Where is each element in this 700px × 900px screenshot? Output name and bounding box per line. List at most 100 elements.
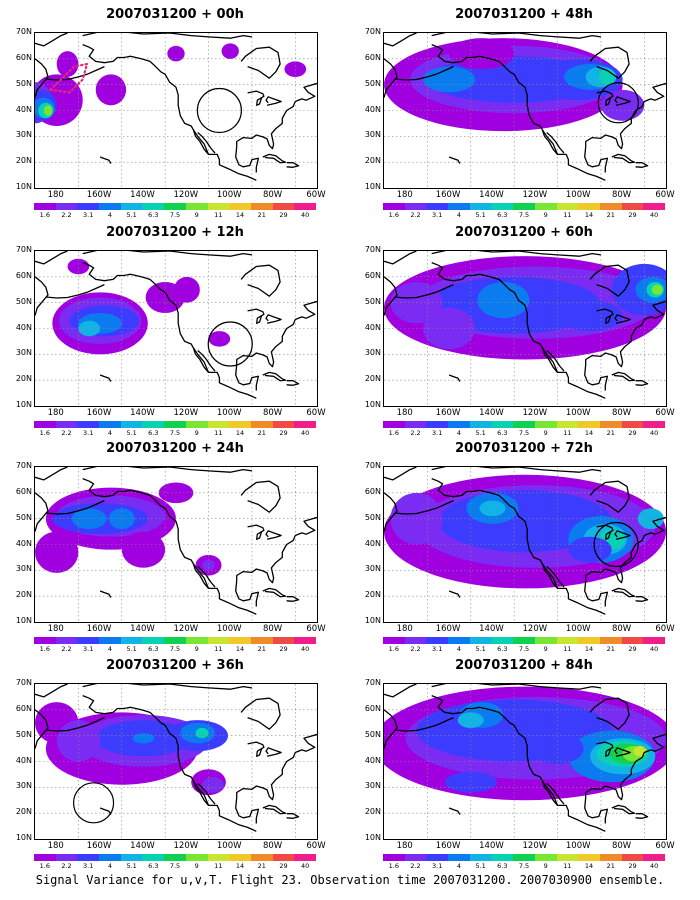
colorbar-label: 11 — [214, 862, 223, 870]
colorbar-label: 40 — [650, 645, 659, 653]
variance-contour-region — [56, 51, 79, 77]
latitude-tick-label: 70N — [364, 27, 381, 36]
longitude-tick-label: 180 — [47, 841, 64, 851]
longitude-tick-label: 80W — [262, 408, 283, 418]
longitude-tick-label: 80W — [611, 624, 632, 634]
colorbar-label: 9 — [543, 429, 548, 437]
grid-lines — [35, 33, 317, 188]
colorbar-label: 11 — [214, 429, 223, 437]
longitude-tick-label: 100W — [565, 190, 591, 200]
colorbar-swatch — [621, 854, 644, 861]
colorbar — [34, 203, 316, 210]
colorbar-label: 29 — [279, 645, 288, 653]
colorbar-swatch — [272, 203, 295, 210]
colorbar-label: 7.5 — [169, 862, 181, 870]
colorbar-label: 9 — [194, 862, 199, 870]
latitude-tick-label: 20N — [15, 807, 32, 817]
colorbar-swatch — [99, 421, 121, 428]
coastlines — [35, 467, 317, 615]
longitude-tick-label: 180 — [396, 190, 413, 200]
colorbar-swatch — [294, 854, 316, 861]
colorbar-swatch — [250, 203, 273, 210]
variance-contour-region — [651, 284, 663, 295]
colorbar-labels: 1.6 2.2 3.1 4 5.1 6.3 7.5 9 11 14 21 29 40 — [383, 862, 665, 871]
colorbar-label: 11 — [214, 645, 223, 653]
grid-lines — [35, 684, 317, 839]
colorbar-labels: 1.6 2.2 3.1 4 5.1 6.3 7.5 9 11 14 21 29 40 — [383, 645, 665, 654]
colorbar-swatch — [164, 421, 186, 428]
colorbar-swatch — [99, 203, 121, 210]
colorbar — [34, 421, 316, 428]
colorbar-swatch — [383, 421, 405, 428]
grid-lines — [35, 251, 317, 406]
longitude-tick-label: 140W — [130, 408, 155, 418]
colorbar-label: 4 — [107, 429, 112, 437]
variance-contour-region — [108, 508, 135, 529]
colorbar-label: 11 — [563, 429, 572, 437]
longitude-tick-label: 180 — [396, 624, 413, 634]
map-panel — [383, 32, 667, 189]
panel-title: 2007031200 + 36h — [106, 658, 244, 673]
colorbar-label: 9 — [543, 862, 548, 870]
colorbar-label: 1.6 — [388, 862, 400, 870]
flight-track — [47, 62, 89, 94]
latitude-tick-label: 60N — [364, 52, 381, 62]
observation-region-circle — [597, 82, 639, 124]
colorbar-label: 7.5 — [518, 862, 530, 870]
colorbar-label: 2.2 — [410, 211, 421, 219]
coastlines — [384, 684, 666, 832]
latitude-tick-label: 30N — [364, 348, 381, 358]
observation-region-circle — [593, 521, 639, 568]
colorbar-swatch — [164, 203, 186, 210]
colorbar-label: 11 — [214, 211, 223, 219]
variance-contour-region — [167, 45, 185, 62]
colorbar-label: 1.6 — [39, 211, 51, 219]
colorbar — [34, 637, 316, 644]
colorbar-label: 5.1 — [475, 429, 486, 437]
variance-contour-region — [208, 331, 231, 347]
longitude-tick-label: 120W — [522, 624, 548, 634]
colorbar-label: 29 — [628, 211, 637, 219]
colorbar-label: 4 — [107, 211, 112, 219]
colorbar-label: 7.5 — [518, 429, 530, 437]
latitude-tick-label: 70N — [15, 27, 32, 36]
colorbar-swatch — [556, 421, 579, 428]
colorbar-label: 2.2 — [61, 429, 72, 437]
colorbar-label: 4 — [456, 645, 461, 653]
longitude-tick-label: 180 — [396, 841, 413, 851]
colorbar-label: 40 — [650, 211, 659, 219]
colorbar-label: 40 — [650, 862, 659, 870]
colorbar-swatch — [229, 421, 251, 428]
latitude-tick-label: 20N — [364, 156, 381, 166]
variance-map — [35, 33, 317, 188]
colorbar-swatch — [77, 203, 100, 210]
colorbar-label: 9 — [543, 211, 548, 219]
colorbar-label: 5.1 — [126, 429, 137, 437]
colorbar-swatch — [142, 203, 165, 210]
colorbar-swatch — [643, 421, 665, 428]
longitude-tick-label: 180 — [47, 190, 64, 200]
latitude-tick-label: 50N — [364, 296, 381, 306]
colorbar-label: 40 — [301, 211, 310, 219]
latitude-tick-label: 40N — [15, 322, 32, 332]
longitude-tick-label: 60W — [306, 624, 326, 634]
longitude-tick-label: 100W — [565, 624, 591, 634]
colorbar-label: 2.2 — [410, 862, 421, 870]
colorbar-label: 21 — [606, 862, 615, 870]
latitude-tick-label: 50N — [15, 296, 32, 306]
colorbar-swatch — [621, 203, 644, 210]
map-panel — [34, 466, 318, 623]
colorbar-swatch — [229, 637, 251, 644]
colorbar-swatch — [513, 203, 535, 210]
variance-contour-region — [444, 771, 497, 793]
colorbar-swatch — [448, 203, 470, 210]
colorbar-label: 14 — [584, 429, 594, 437]
colorbar-swatch — [599, 637, 622, 644]
map-panel — [34, 32, 318, 189]
latitude-tick-label: 10N — [364, 400, 381, 409]
latitude-tick-label: 20N — [364, 590, 381, 600]
variance-map — [35, 467, 317, 622]
latitude-tick-label: 70N — [364, 245, 381, 254]
colorbar-label: 3.1 — [432, 645, 443, 653]
longitude-tick-label: 140W — [479, 624, 504, 634]
